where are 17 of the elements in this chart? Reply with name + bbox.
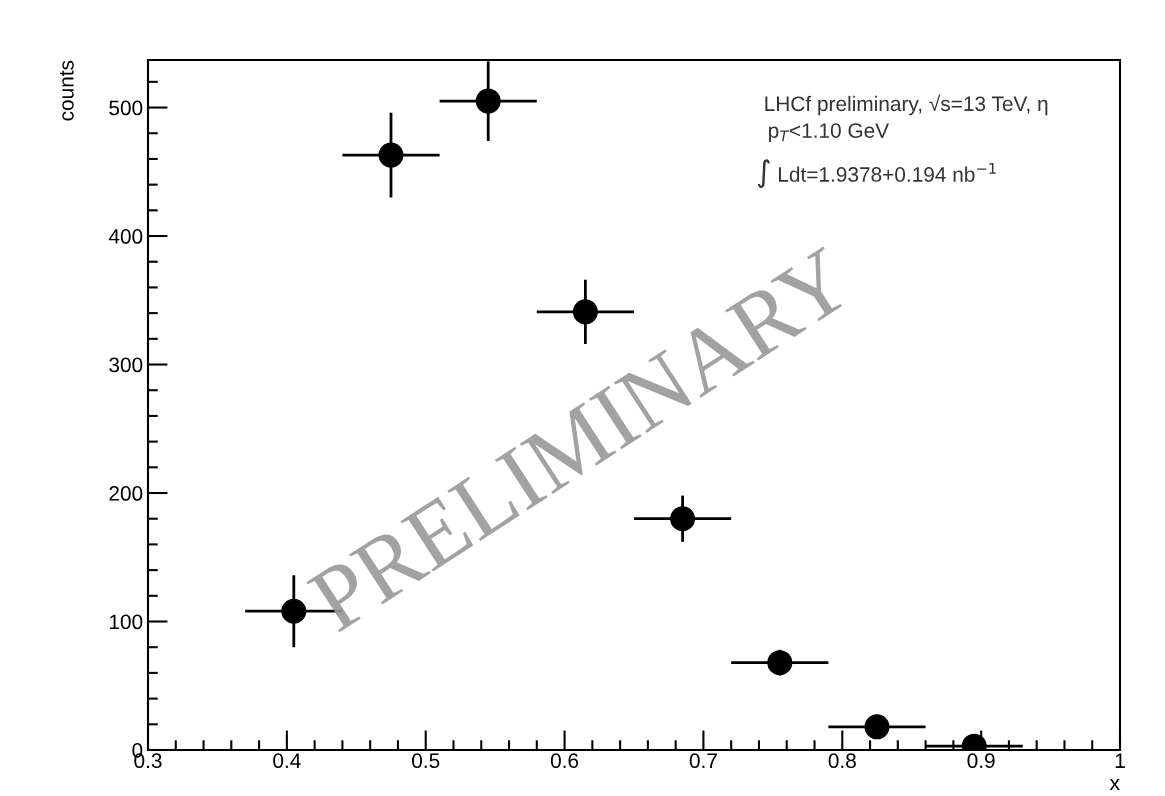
x-tick-label: 0.4 — [273, 753, 301, 769]
x-tick-label: 0.7 — [689, 753, 717, 769]
y-tick-label: 100 — [109, 614, 143, 630]
x-tick-label: 0.5 — [412, 753, 440, 769]
x-tick-label: 0.9 — [967, 753, 995, 769]
x-tick-label: 1 — [1115, 753, 1125, 768]
x-tick-label: 0.8 — [828, 753, 856, 769]
y-tick-label: 500 — [109, 100, 143, 116]
y-tick-label: 400 — [108, 229, 143, 244]
y-tick-label: 200 — [109, 486, 143, 501]
annotation: p$_{T}$<1.10 GeV — [769, 123, 890, 143]
y-tick-label: 300 — [109, 357, 143, 373]
y-axis-title: counts — [60, 60, 74, 121]
x-axis-title: x — [1109, 779, 1120, 791]
annotation: ∫ Ldt=1.9378+0.194 nb$^{−1}$ — [757, 159, 996, 188]
x-tick-label: 0.6 — [550, 753, 579, 769]
annotation: LHCf preliminary, √s=13 TeV, η — [765, 94, 1048, 116]
